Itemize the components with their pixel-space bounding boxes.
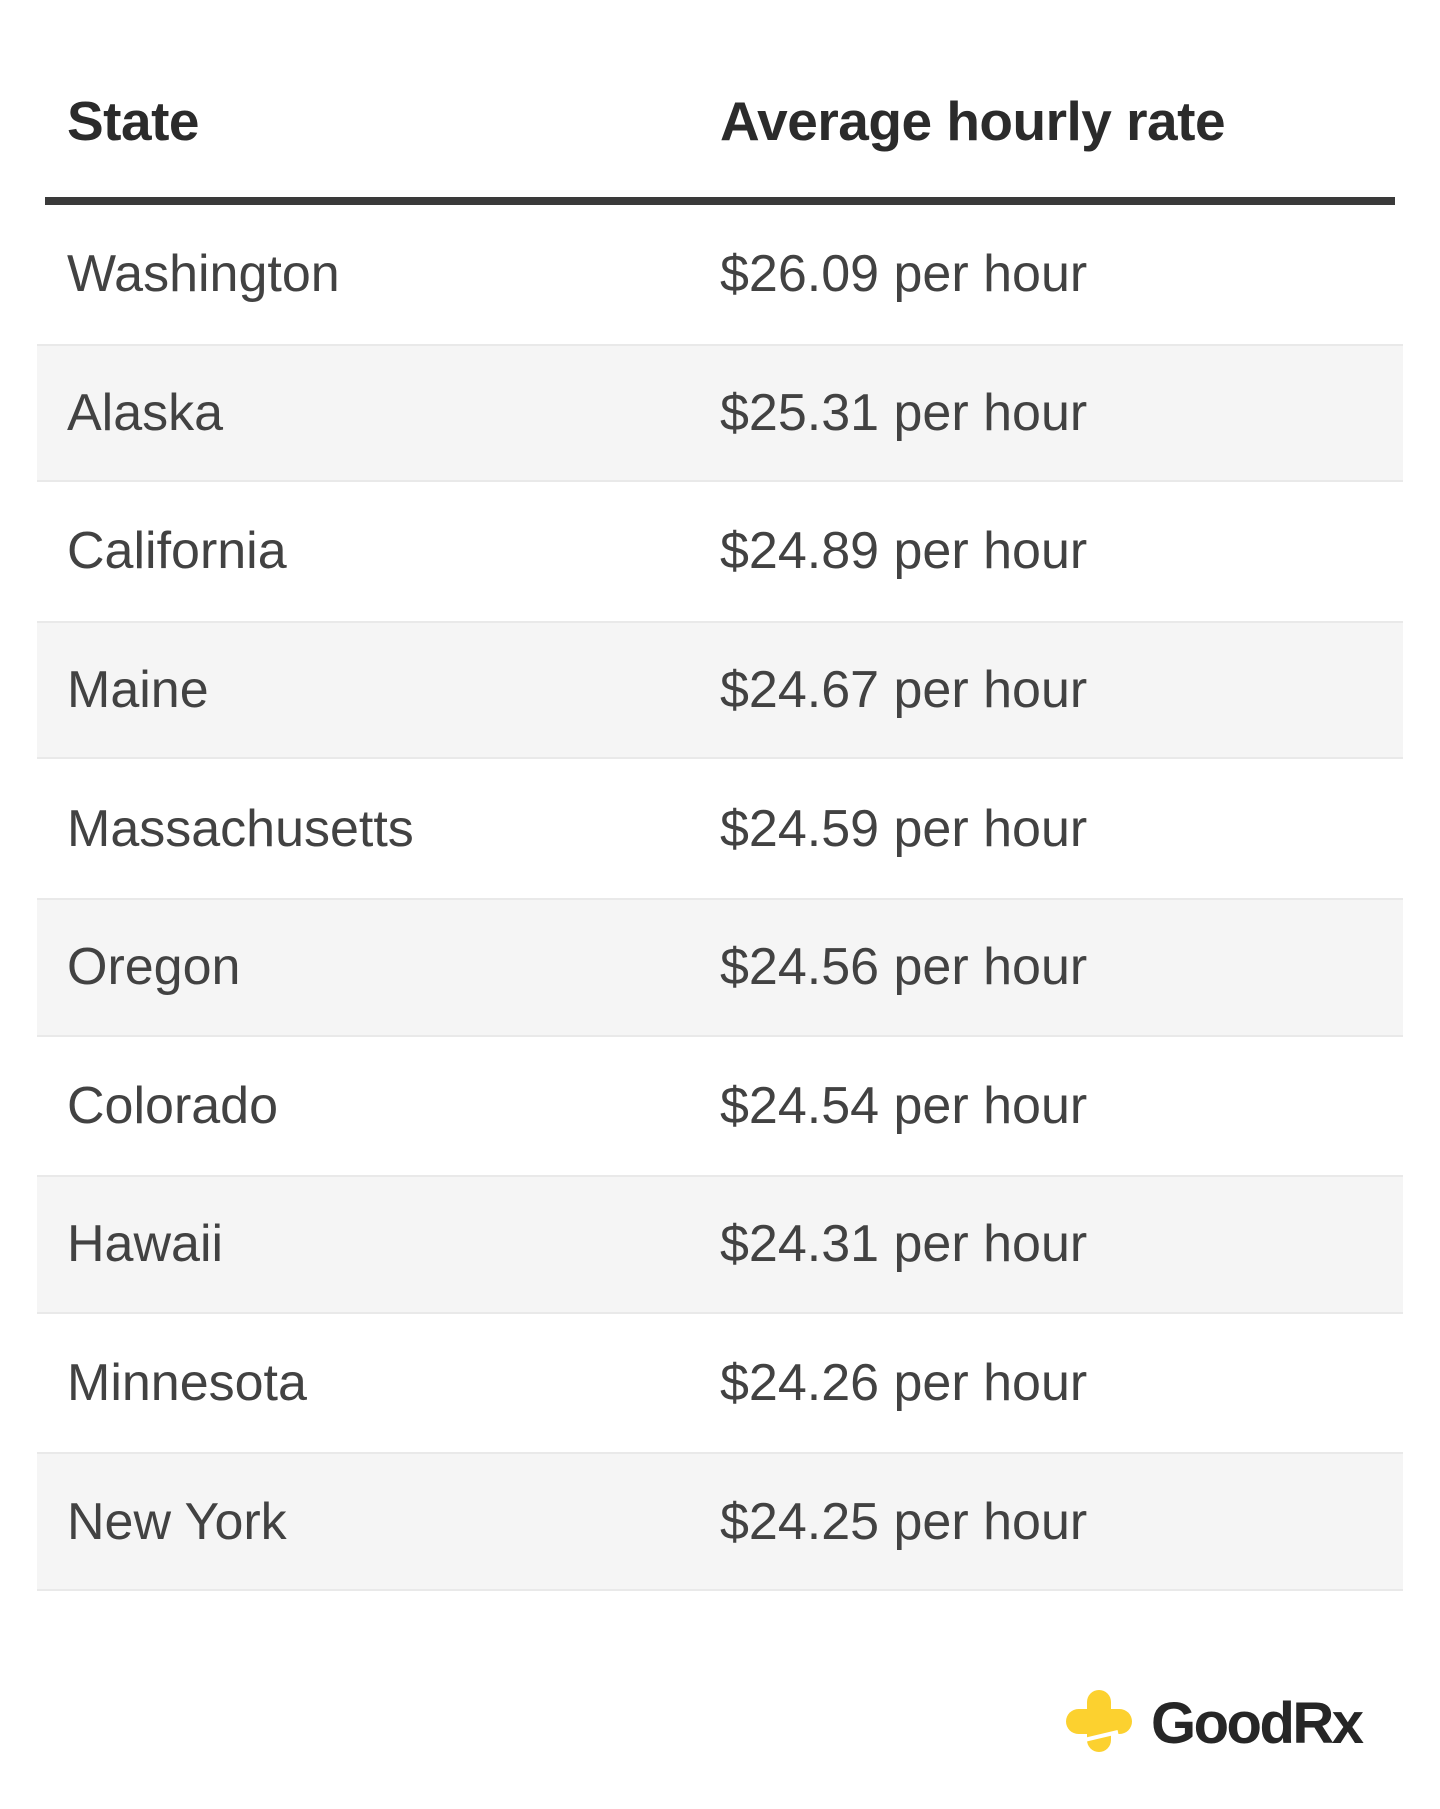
header-divider xyxy=(45,197,1395,205)
table-row: California $24.89 per hour xyxy=(37,482,1403,621)
rate-cell: $25.31 per hour xyxy=(720,383,1088,442)
state-cell: Massachusetts xyxy=(67,799,414,858)
rate-cell: $24.56 per hour xyxy=(720,938,1088,997)
rate-cell: $26.09 per hour xyxy=(720,245,1088,304)
goodrx-logo: GoodRx xyxy=(1066,1688,1364,1756)
table-row: Alaska $25.31 per hour xyxy=(37,343,1403,483)
state-cell: Colorado xyxy=(67,1076,279,1135)
rate-cell: $24.67 per hour xyxy=(720,661,1088,720)
table-row: Minnesota $24.26 per hour xyxy=(37,1313,1403,1453)
table-row: Colorado $24.54 per hour xyxy=(37,1036,1403,1176)
goodrx-wordmark: GoodRx xyxy=(1151,1691,1364,1756)
table-row: Washington $26.09 per hour xyxy=(37,205,1403,344)
state-cell: California xyxy=(67,522,287,581)
rate-cell: $24.59 per hour xyxy=(720,799,1088,858)
rate-cell: $24.54 per hour xyxy=(720,1076,1088,1135)
rate-cell: $24.31 per hour xyxy=(720,1215,1088,1274)
table-body: Washington $26.09 per hour Alaska $25.31 pe… xyxy=(37,205,1403,1591)
column-header-rate: Average hourly rate xyxy=(720,90,1226,152)
state-cell: Oregon xyxy=(67,938,241,997)
state-cell: Alaska xyxy=(67,383,224,442)
hourly-rate-table: State Average hourly rate Washington $26.… xyxy=(37,0,1403,1591)
table-row: Hawaii $24.31 per hour xyxy=(37,1175,1403,1314)
rate-cell: $24.25 per hour xyxy=(720,1492,1088,1551)
state-cell: Minnesota xyxy=(67,1354,307,1413)
state-cell: Hawaii xyxy=(67,1215,224,1274)
table-row: Oregon $24.56 per hour xyxy=(37,897,1403,1037)
goodrx-cross-icon xyxy=(1066,1690,1132,1752)
state-cell: Washington xyxy=(67,245,340,304)
state-cell: Maine xyxy=(67,661,209,720)
rate-cell: $24.26 per hour xyxy=(720,1354,1088,1413)
table-row: New York $24.25 per hour xyxy=(37,1452,1403,1591)
table-row: Maine $24.67 per hour xyxy=(37,620,1403,760)
rate-cell: $24.89 per hour xyxy=(720,522,1088,581)
table-header-row: State Average hourly rate xyxy=(37,0,1403,149)
column-header-state: State xyxy=(67,90,200,152)
state-cell: New York xyxy=(67,1492,287,1551)
table-row: Massachusetts $24.59 per hour xyxy=(37,759,1403,898)
